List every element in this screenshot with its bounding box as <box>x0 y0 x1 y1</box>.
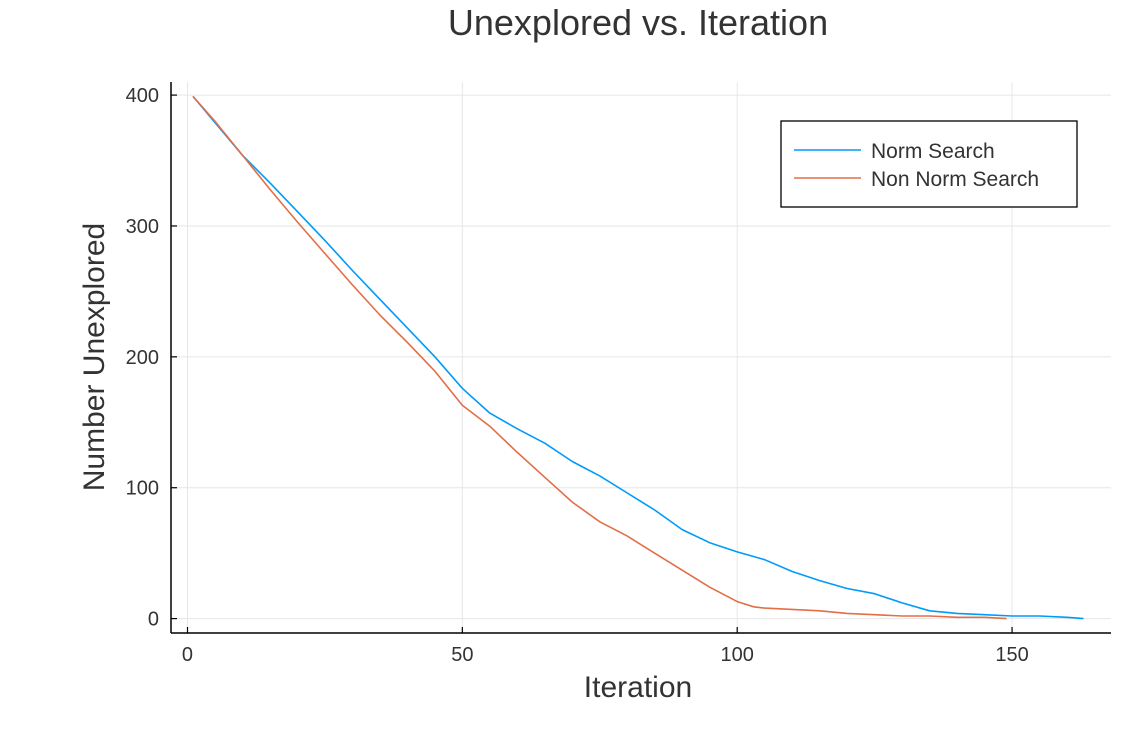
x-tick-label: 150 <box>995 644 1028 666</box>
x-tick-label: 100 <box>721 644 754 666</box>
legend-box <box>780 120 1078 208</box>
x-tick-label: 0 <box>182 644 193 666</box>
y-axis-label: Number Unexplored <box>78 223 111 491</box>
series-line-non-norm-search <box>192 95 1007 620</box>
series-line-norm-search <box>192 95 1084 620</box>
series-lines <box>192 95 1084 620</box>
axes <box>170 82 1111 634</box>
y-tick-label: 300 <box>126 216 159 238</box>
x-axis-label: Iteration <box>584 671 692 704</box>
legend: Norm Search Non Norm Search <box>780 120 1078 208</box>
legend-label-non-norm-search: Non Norm Search <box>871 168 1039 191</box>
y-tick-label: 200 <box>126 347 159 369</box>
legend-label-norm-search: Norm Search <box>871 140 995 163</box>
x-tick-label: 50 <box>451 644 473 666</box>
y-tick-label: 0 <box>148 609 159 631</box>
grid <box>171 82 1111 633</box>
y-tick-label: 100 <box>126 478 159 500</box>
y-tick-label: 400 <box>126 85 159 107</box>
chart-title: Unexplored vs. Iteration <box>448 2 828 43</box>
tick-labels: 0 50 100 150 0 100 200 300 400 <box>126 85 1029 666</box>
